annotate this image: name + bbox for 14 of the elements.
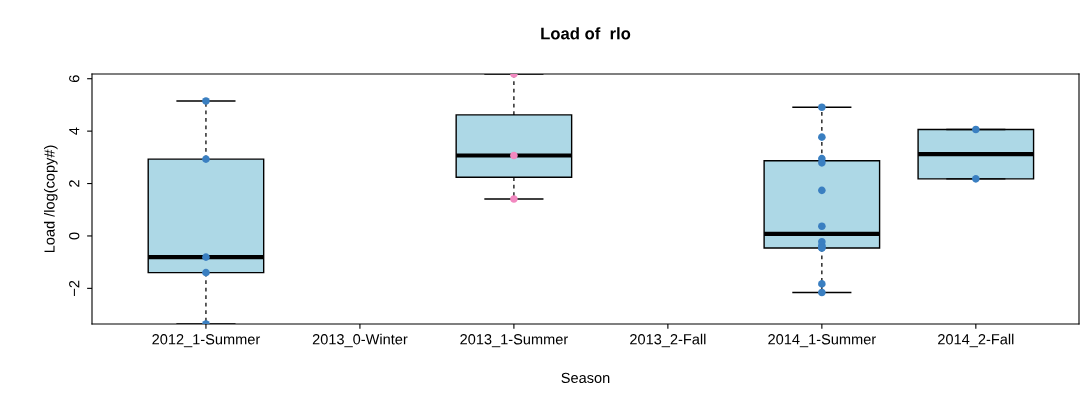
x-tick-label: 2012_1-Summer [152,334,261,348]
x-tick-label: 2013_1-Summer [460,334,568,348]
y-tick-label: 4 [69,127,80,135]
x-axis-title: Season [561,372,610,384]
y-tick-label: 0 [69,232,80,240]
x-tick-label: 2014_2-Fall [938,333,1014,348]
x-tick-label: 2014_1-Summer [768,334,876,348]
chart-title: Load of rlo [541,27,631,40]
x-tick-label: 2013_0-Winter [312,333,408,348]
y-tick-label: 2 [69,180,80,187]
y-tick-label: −2 [69,280,80,296]
x-tick-label: 2013_2-Fall [630,333,706,348]
y-tick-label: 6 [69,75,80,83]
y-axis-title: Load /log(copy#) [43,145,58,253]
